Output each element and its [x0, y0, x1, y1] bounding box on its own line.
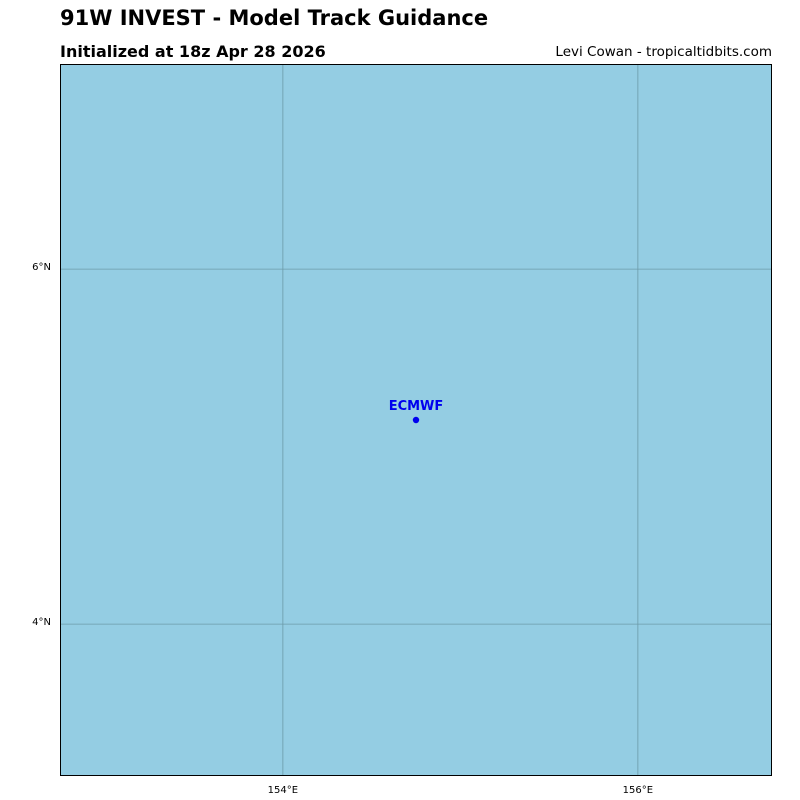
model-name-label: ECMWF [389, 399, 444, 414]
map-panel: ECMWF [60, 64, 772, 776]
author-credit: Levi Cowan - tropicaltidbits.com [555, 44, 772, 60]
latitude-tick-label: 6°N [32, 262, 51, 274]
model-position-marker [412, 416, 420, 424]
init-time-subtitle: Initialized at 18z Apr 28 2026 [60, 42, 326, 61]
longitude-tick-label: 154°E [267, 785, 299, 796]
map-canvas: ECMWF [61, 65, 771, 775]
latitude-tick-label: 4°N [32, 617, 51, 629]
longitude-tick-label: 156°E [622, 785, 654, 796]
chart-title: 91W INVEST - Model Track Guidance [60, 6, 489, 30]
